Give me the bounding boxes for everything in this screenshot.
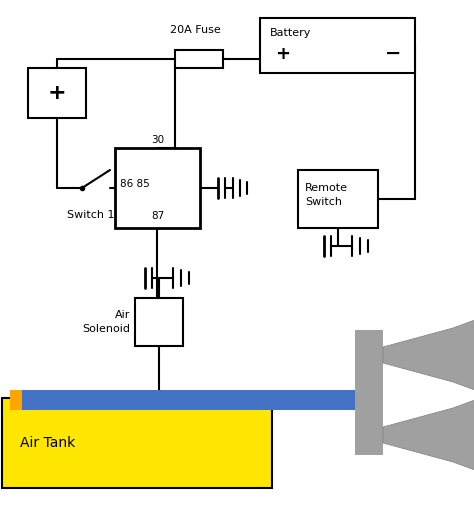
Text: 87: 87 xyxy=(151,211,164,221)
Polygon shape xyxy=(383,397,474,473)
Text: Battery: Battery xyxy=(270,28,311,38)
Text: −: − xyxy=(385,44,401,63)
Bar xyxy=(355,330,383,455)
Text: 30: 30 xyxy=(151,135,164,145)
Bar xyxy=(2,398,272,488)
Text: +: + xyxy=(48,83,66,103)
Polygon shape xyxy=(383,317,474,393)
Text: 20A Fuse: 20A Fuse xyxy=(170,25,221,35)
Text: Air
Solenoid: Air Solenoid xyxy=(82,311,130,334)
Bar xyxy=(28,68,86,118)
Text: +: + xyxy=(275,45,290,63)
Bar xyxy=(298,170,378,228)
Text: Remote
Switch: Remote Switch xyxy=(305,183,348,207)
Bar xyxy=(260,18,415,73)
Text: Air Tank: Air Tank xyxy=(20,436,75,450)
Bar xyxy=(175,50,223,68)
Text: 86 85: 86 85 xyxy=(120,179,150,189)
Bar xyxy=(10,390,360,410)
Bar xyxy=(135,298,183,346)
Bar xyxy=(10,390,22,410)
Bar xyxy=(115,148,200,228)
Text: Switch 1: Switch 1 xyxy=(67,210,115,220)
